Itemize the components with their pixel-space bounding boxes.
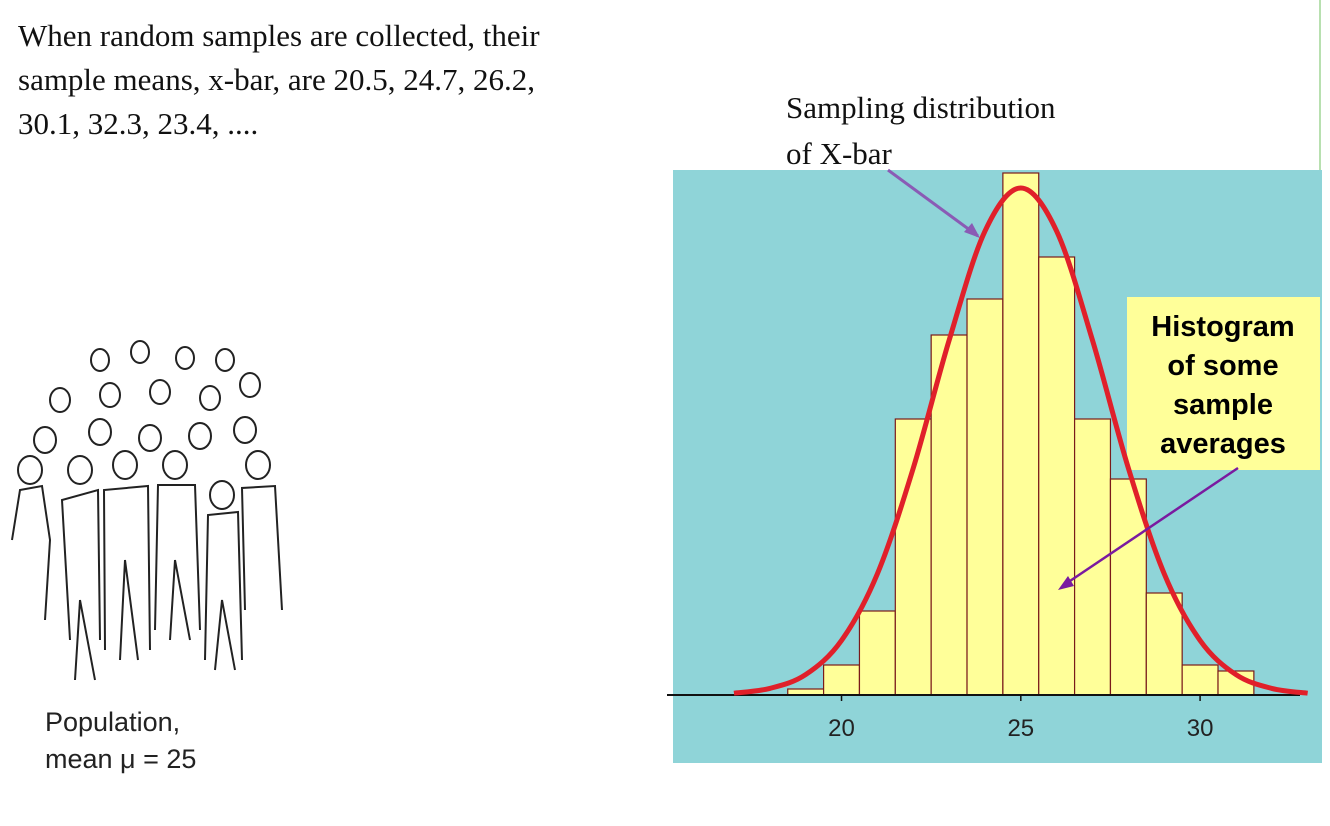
histogram-annotation: Histogram — [1151, 311, 1294, 343]
population-label: Population, — [45, 707, 180, 737]
arrow — [1063, 466, 1239, 587]
histogram-bar — [1109, 478, 1147, 696]
histogram-bar — [1002, 172, 1040, 696]
intro-text: sample means, x-bar, are 20.5, 24.7, 26.… — [18, 62, 535, 97]
histogram-bar — [1181, 664, 1219, 696]
histogram-bar — [1145, 592, 1183, 696]
histogram-annotation: averages — [1160, 428, 1286, 460]
arrow-head — [1058, 576, 1074, 590]
population-label: mean μ = 25 — [45, 744, 196, 774]
x-tick-label: 25 — [1007, 715, 1034, 742]
histogram-bar — [1038, 256, 1076, 696]
arrow-head — [964, 223, 980, 238]
histogram-bar — [858, 610, 896, 696]
x-tick-label: 30 — [1187, 715, 1214, 742]
histogram-bar — [822, 664, 861, 696]
callout-box — [1127, 297, 1320, 470]
crowd-illustration — [11, 340, 283, 681]
intro-text: 30.1, 32.3, 23.4, .... — [18, 106, 258, 141]
density-curve — [733, 185, 1308, 696]
histogram-bar — [966, 298, 1004, 696]
x-tick-label: 20 — [828, 715, 855, 742]
histogram-annotation: of some — [1167, 350, 1278, 382]
intro-text: When random samples are collected, their — [18, 18, 540, 53]
histogram-annotation: sample — [1173, 389, 1273, 421]
curve-annotation: Sampling distribution — [786, 90, 1056, 125]
curve-annotation: of X-bar — [786, 136, 893, 171]
arrow — [887, 168, 979, 238]
